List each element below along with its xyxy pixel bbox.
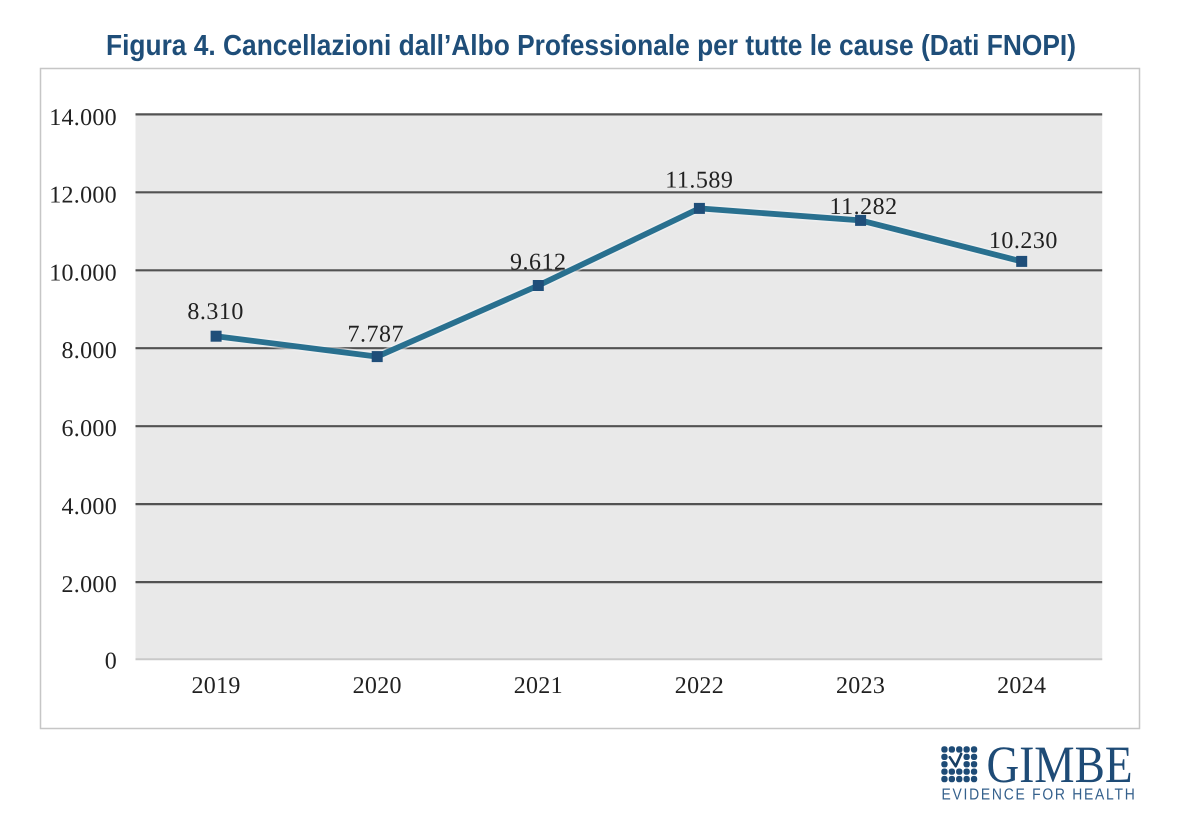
svg-text:2019: 2019	[191, 673, 240, 699]
svg-text:2023: 2023	[836, 673, 885, 699]
svg-text:11.589: 11.589	[665, 167, 733, 193]
svg-text:Figura 4. Cancellazioni dall’A: Figura 4. Cancellazioni dall’Albo Profes…	[106, 30, 1076, 62]
svg-text:2.000: 2.000	[62, 572, 118, 598]
svg-text:2020: 2020	[353, 673, 402, 699]
svg-text:2024: 2024	[997, 673, 1046, 699]
svg-text:8.310: 8.310	[187, 299, 244, 325]
svg-text:GIMBE: GIMBE	[987, 736, 1133, 794]
svg-text:12.000: 12.000	[49, 182, 117, 208]
svg-text:7.787: 7.787	[347, 321, 404, 347]
svg-text:4.000: 4.000	[62, 494, 118, 520]
svg-text:10.230: 10.230	[989, 228, 1058, 254]
svg-text:9.612: 9.612	[510, 249, 567, 275]
svg-text:10.000: 10.000	[49, 260, 117, 286]
svg-text:6.000: 6.000	[62, 416, 118, 442]
svg-text:2021: 2021	[514, 673, 563, 699]
svg-text:14.000: 14.000	[49, 105, 117, 131]
svg-text:EVIDENCE FOR HEALTH: EVIDENCE FOR HEALTH	[942, 787, 1137, 804]
svg-text:2022: 2022	[675, 673, 724, 699]
svg-text:0: 0	[105, 649, 117, 675]
svg-text:11.282: 11.282	[830, 194, 898, 220]
svg-text:8.000: 8.000	[62, 338, 118, 364]
